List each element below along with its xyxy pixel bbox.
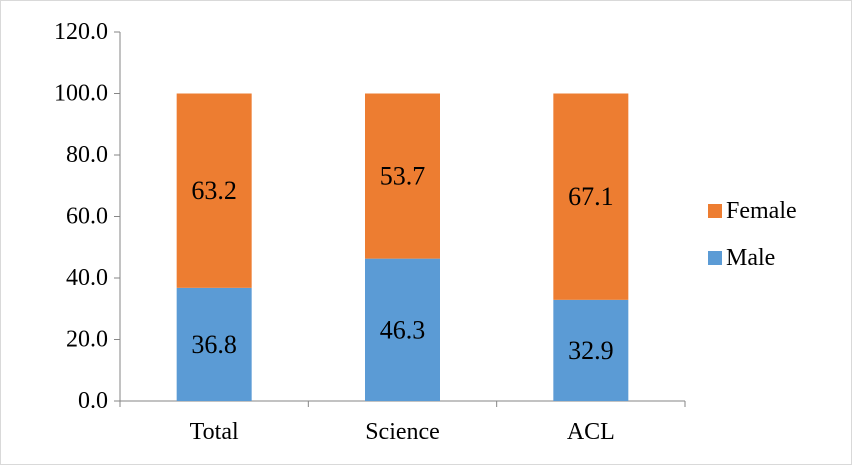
- x-tick-label-science: Science: [365, 419, 440, 445]
- y-tick-label: 40.0: [66, 265, 108, 291]
- bar-female-acl: [553, 93, 629, 300]
- data-label-male-total: 36.8: [191, 330, 237, 359]
- y-tick-label: 60.0: [66, 204, 108, 230]
- bar-male-acl: [553, 299, 629, 401]
- x-tick-label-acl: ACL: [567, 419, 615, 445]
- data-label-female-total: 63.2: [191, 176, 237, 205]
- bar-female-science: [365, 93, 440, 259]
- bar-female-total: [176, 93, 252, 288]
- legend-label-female: Female: [726, 198, 797, 224]
- legend-swatch-male: [708, 251, 722, 265]
- y-tick-label: 20.0: [66, 327, 108, 353]
- bars: [176, 93, 629, 401]
- data-labels: 36.8 63.2 46.3 53.7 32.9 67.1: [191, 162, 613, 365]
- data-label-female-acl: 67.1: [568, 182, 614, 211]
- data-label-male-science: 46.3: [380, 315, 426, 344]
- legend-label-male: Male: [726, 245, 775, 271]
- data-label-female-science: 53.7: [380, 162, 426, 191]
- y-tick-label: 80.0: [66, 142, 108, 168]
- y-tick-label: 120.0: [54, 19, 108, 45]
- y-tick-label: 100.0: [54, 81, 108, 107]
- legend: Female Male: [708, 198, 797, 271]
- y-tick-label: 0.0: [78, 388, 108, 414]
- data-label-male-acl: 32.9: [568, 336, 614, 365]
- bar-male-science: [365, 258, 440, 401]
- legend-swatch-female: [708, 204, 722, 218]
- y-axis: 0.0 20.0 40.0 60.0 80.0 100.0 120.0: [54, 19, 121, 414]
- x-tick-label-total: Total: [190, 419, 239, 445]
- bar-male-total: [176, 287, 252, 401]
